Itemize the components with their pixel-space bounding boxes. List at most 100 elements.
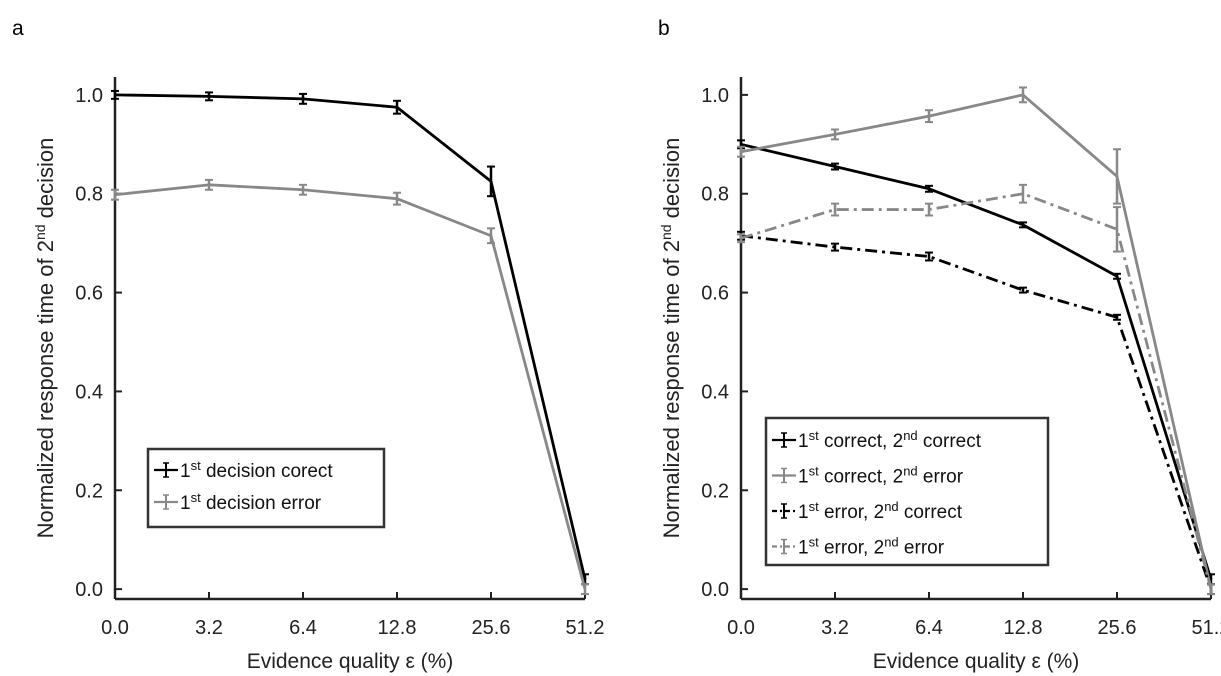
- legend-label-sup: st: [191, 490, 202, 505]
- x-tick-label: 3.2: [195, 617, 223, 639]
- y-tick-label: 0.6: [701, 283, 729, 305]
- y-axis-label-tail: decision: [659, 138, 684, 225]
- data-point: [299, 92, 307, 105]
- legend-label-sup: st: [809, 428, 820, 443]
- x-tick-label: 25.6: [1098, 617, 1137, 639]
- legend-label-mid: correct, 2: [819, 467, 903, 488]
- legend-item: 1st error, 2nd correct: [772, 499, 963, 524]
- legend-label-sup: st: [809, 534, 820, 549]
- series-4: [737, 183, 1215, 596]
- y-axis-label-main: Normalized response time of 2: [33, 240, 58, 538]
- data-point: [737, 145, 745, 158]
- x-tick-label: 0.0: [101, 617, 129, 639]
- data-point: [299, 183, 307, 196]
- x-axis-label: Evidence quality ε (%): [247, 650, 454, 673]
- legend-label-post: correct: [899, 502, 963, 523]
- legend-item: 1st correct, 2nd correct: [772, 428, 982, 453]
- series-2: [737, 86, 1215, 596]
- x-tick-label: 6.4: [289, 617, 317, 639]
- data-point: [925, 251, 933, 262]
- legend-label: 1st decision error: [180, 490, 322, 515]
- legend-label-post: decision error: [201, 493, 322, 514]
- y-tick-label: 0.8: [75, 184, 103, 206]
- panel-label: a: [12, 17, 24, 40]
- legend-label-sup: st: [191, 458, 202, 473]
- legend-label-sup2: nd: [903, 428, 917, 443]
- data-point: [487, 165, 495, 198]
- y-tick-label: 0.0: [701, 579, 729, 601]
- y-tick-label: 1.0: [75, 85, 103, 107]
- series-line: [740, 93, 1213, 590]
- data-point: [925, 184, 933, 193]
- series-1: [111, 89, 589, 586]
- legend-box: [146, 447, 386, 529]
- data-point: [1113, 206, 1121, 253]
- data-point: [1113, 313, 1121, 321]
- y-tick-label: 0.0: [75, 579, 103, 601]
- data-point: [831, 202, 839, 217]
- y-tick-label: 0.2: [701, 480, 729, 502]
- panel-label: b: [658, 17, 670, 40]
- legend-label-post: correct: [918, 431, 982, 452]
- y-tick-label: 0.2: [75, 480, 103, 502]
- legend-label-pre: 1: [798, 538, 809, 559]
- chart-panel-a: a 0.0 0.2 0.4 0.6 0.8 1.0 0.0 3.2 6.4 12.8 25.6 51.2…: [12, 17, 604, 673]
- x-tick-label: 12.8: [378, 617, 417, 639]
- data-point: [581, 583, 589, 596]
- legend-label-sup2: nd: [884, 499, 898, 514]
- y-tick-label: 0.4: [701, 381, 729, 403]
- data-point: [1019, 221, 1027, 229]
- series-line: [740, 192, 1213, 590]
- x-tick-label: 3.2: [821, 617, 849, 639]
- y-axis-label-sup: nd: [658, 224, 674, 240]
- legend-label: 1st correct, 2nd correct: [798, 428, 982, 453]
- chart-panel-b: b 0.0 0.2 0.4 0.6 0.8 1.0 0.0 3.2 6.4 12.8 25.6 51.2…: [658, 17, 1221, 673]
- y-axis-label: Normalized response time of 2nd decision: [32, 138, 58, 539]
- legend-label-post: error: [918, 467, 964, 488]
- legend-label: 1st correct, 2nd error: [798, 463, 964, 488]
- legend-item: 1st decision error: [154, 490, 322, 515]
- series-line: [114, 93, 587, 580]
- y-axis-label-main: Normalized response time of 2: [659, 240, 684, 538]
- data-point: [1113, 272, 1121, 280]
- legend-box: [764, 416, 1050, 567]
- y-tick-label: 0.8: [701, 184, 729, 206]
- legend-label: 1st error, 2nd error: [798, 534, 945, 559]
- series-line: [740, 142, 1213, 580]
- y-axis-label: Normalized response time of 2nd decision: [658, 138, 684, 539]
- legend-item: 1st correct, 2nd error: [772, 463, 964, 488]
- legend-label-mid: error, 2: [819, 502, 884, 523]
- legend-label-pre: 1: [180, 493, 191, 514]
- legend-label-post: error: [899, 538, 945, 559]
- y-axis-label-sup: nd: [32, 224, 48, 240]
- data-point: [737, 233, 745, 244]
- x-tick-label: 6.4: [915, 617, 943, 639]
- data-point: [487, 227, 495, 245]
- series-2: [111, 178, 589, 596]
- data-point: [925, 109, 933, 124]
- data-point: [1019, 183, 1027, 204]
- data-point: [205, 178, 213, 191]
- series-line: [740, 234, 1213, 590]
- data-point: [1019, 86, 1027, 104]
- legend-label-sup2: nd: [884, 534, 898, 549]
- legend-label-pre: 1: [798, 467, 809, 488]
- data-point: [1019, 286, 1027, 294]
- data-point: [831, 128, 839, 141]
- legend-label-pre: 1: [180, 461, 191, 482]
- legend-label: 1st decision corect: [180, 458, 333, 483]
- series-line: [114, 183, 587, 590]
- y-tick-label: 0.6: [75, 283, 103, 305]
- data-point: [831, 242, 839, 252]
- legend-label-sup: st: [809, 463, 820, 478]
- data-point: [1113, 148, 1121, 205]
- y-tick-label: 0.4: [75, 381, 103, 403]
- legend-label-pre: 1: [798, 502, 809, 523]
- legend-item: 1st decision corect: [154, 458, 333, 483]
- legend-label: 1st error, 2nd correct: [798, 499, 963, 524]
- y-tick-label: 1.0: [701, 85, 729, 107]
- x-tick-label: 51.2: [566, 617, 605, 639]
